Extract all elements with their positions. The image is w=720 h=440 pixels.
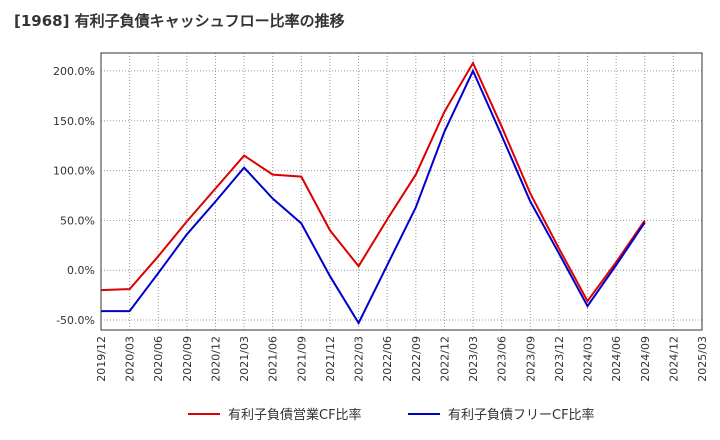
series-line-2 — [101, 68, 646, 326]
series-layer — [100, 60, 646, 326]
x-tick-label: 2019/12 — [95, 336, 108, 382]
x-tick-label: 2020/09 — [181, 336, 194, 382]
plot-area — [101, 53, 702, 330]
y-tick-label: 150.0% — [53, 115, 95, 128]
y-tick-label: 50.0% — [60, 214, 95, 227]
x-tick-label: 2023/06 — [496, 336, 509, 382]
x-tick-label: 2021/09 — [295, 336, 308, 382]
series-line-1 — [100, 60, 646, 303]
x-tick-label: 2025/03 — [696, 336, 709, 382]
y-tick-label: 200.0% — [53, 65, 95, 78]
y-tick-label: 100.0% — [53, 165, 95, 178]
x-tick-label: 2024/12 — [667, 336, 680, 382]
plot-frame — [100, 52, 703, 331]
x-tick-label: 2023/12 — [553, 336, 566, 382]
y-tick-label: -50.0% — [56, 314, 95, 327]
legend-label-2: 有利子負債フリーCF比率 — [448, 407, 595, 423]
chart-title: [1968] 有利子負債キャッシュフロー比率の推移 — [14, 12, 345, 30]
x-tick-label: 2022/12 — [438, 336, 451, 382]
x-tick-label: 2020/03 — [124, 336, 137, 382]
x-tick-label: 2023/09 — [524, 336, 537, 382]
x-tick-label: 2021/03 — [238, 336, 251, 382]
grid-layer — [100, 53, 703, 330]
x-tick-label: 2020/06 — [152, 336, 165, 382]
x-tick-label: 2022/06 — [381, 336, 394, 382]
x-tick-label: 2021/12 — [324, 336, 337, 382]
x-tick-label: 2024/03 — [582, 336, 595, 382]
x-tick-label: 2020/12 — [209, 336, 222, 382]
x-tick-label: 2022/09 — [410, 336, 423, 382]
x-tick-label: 2023/03 — [467, 336, 480, 382]
y-tick-label: 0.0% — [67, 264, 95, 277]
x-tick-label: 2022/03 — [353, 336, 366, 382]
legend-label-1: 有利子負債営業CF比率 — [228, 407, 362, 423]
x-tick-label: 2024/06 — [610, 336, 623, 382]
x-tick-label: 2021/06 — [267, 336, 280, 382]
legend-layer: 有利子負債営業CF比率 有利子負債フリーCF比率 — [188, 407, 595, 423]
x-tick-label: 2024/09 — [639, 336, 652, 382]
plot-background — [101, 53, 702, 330]
axis-layer: -50.0% 0.0% 50.0% 100.0% 150.0% 200.0% 2019/12… — [53, 52, 709, 382]
